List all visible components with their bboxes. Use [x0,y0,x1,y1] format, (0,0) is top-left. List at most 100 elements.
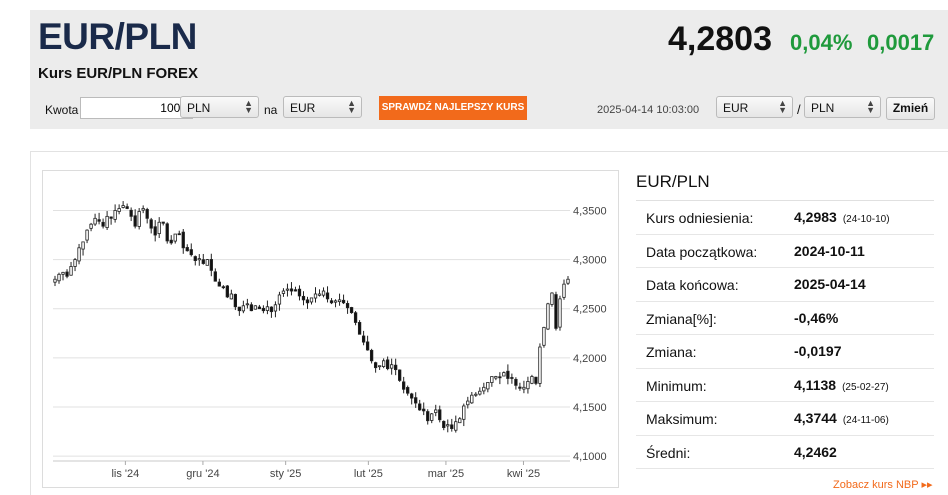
candle-body [133,215,137,227]
candle-body [430,413,434,421]
candle-body [113,210,117,220]
candle-body [69,266,73,276]
candle-body [177,233,181,236]
to-currency-select[interactable]: EUR ▲ ▼ [283,96,362,118]
candle-body [77,247,81,262]
stats-label: Minimum: [646,377,707,394]
candle-body [325,292,330,300]
y-tick-label: 4,1000 [573,451,607,463]
stats-value-text: 2024-10-11 [794,242,865,259]
candle-body [390,364,394,369]
x-tick-label: mar '25 [428,468,464,480]
candle-body [81,241,85,250]
stats-note: (25-02-27) [842,381,889,393]
x-tick-label: sty '25 [270,468,301,480]
candle-body [273,304,278,312]
candle-body [538,346,542,384]
candle-body [137,211,141,227]
candle-body [373,362,378,369]
amount-input[interactable] [80,97,193,119]
from-currency-select[interactable]: PLN ▲ ▼ [180,96,259,118]
candle-body [237,306,242,312]
candle-body [209,259,213,271]
candle-body [510,377,514,379]
nbp-rate-link[interactable]: Zobacz kurs NBP ▸▸ [833,478,933,491]
stats-row: Maksimum: 4,3744 (24-11-06) [636,402,934,436]
pair-from-value: EUR [723,101,749,115]
candle-body [153,226,157,236]
candle-body [442,420,446,428]
candle-body [490,376,494,383]
stats-row: Minimum: 4,1138 (25-02-27) [636,369,934,402]
candle-body [93,217,97,225]
candle-body [61,271,65,275]
stats-title: EUR/PLN [636,172,710,191]
pair-to-value: PLN [811,101,835,115]
candle-body [241,305,246,312]
candle-body [73,259,77,267]
candle-body [193,256,197,261]
candle-body [377,365,382,368]
check-best-rate-button[interactable]: SPRAWDŹ NAJLEPSZY KURS [379,96,527,120]
candle-body [454,421,458,431]
stats-label: Średni: [646,444,691,461]
candle-body [410,393,414,399]
nbp-link-label: Zobacz kurs NBP [833,479,919,491]
pair-title: EUR/PLN [38,16,197,57]
candle-body [85,229,89,241]
candle-body [225,285,229,298]
chart-panel [30,151,948,495]
price-chart[interactable]: 4,3500 4,3000 4,2500 4,2000 4,1500 4,1000 lis … [42,170,619,488]
candle-body [426,411,430,422]
stats-label: Zmiana[%]: [646,310,717,327]
y-tick-label: 4,3000 [573,255,607,267]
stats-value-text: 4,2462 [794,443,837,460]
candle-body [402,381,406,390]
candle-body [534,376,538,384]
candle-body [297,288,302,297]
stats-value: -0,0197 [794,343,847,359]
candle-body [462,405,466,420]
candle-body [253,305,258,310]
candle-body [121,205,125,208]
candle-body [309,297,314,303]
candle-body [217,281,221,287]
candle-body [414,397,418,404]
candle-body [305,299,310,304]
candle-body [289,288,294,292]
stats-value-text: 4,2983 [794,209,837,225]
candle-body [418,403,422,411]
candle-body [329,300,334,304]
candle-body [386,359,390,370]
amount-label: Kwota [45,103,79,117]
candle-body [197,258,201,261]
candle-body [341,299,346,304]
candle-body [530,376,534,384]
stats-value: 2025-04-14 [794,276,872,292]
candle-body [181,231,185,249]
candle-body [353,312,358,323]
pair-from-select[interactable]: EUR ▲ ▼ [716,96,793,118]
candle-body [514,378,518,386]
candle-body [474,393,478,396]
candle-body [349,307,354,314]
candle-body [542,326,546,346]
y-tick-label: 4,1500 [573,402,607,414]
select-arrows-icon: ▲ ▼ [244,98,253,115]
candle-body [526,381,530,390]
candle-body [394,364,398,371]
change-pair-button[interactable]: Zmień [886,97,935,120]
candle-body [458,418,462,424]
stats-label: Zmiana: [646,344,697,360]
candle-body [229,293,233,300]
candle-body [165,223,169,242]
candle-body [117,208,121,212]
stats-value: 4,2462 [794,444,843,460]
candle-body [101,221,105,227]
x-tick-label: lis '24 [111,468,139,480]
candle-body [157,221,161,235]
stats-row: Data początkowa: 2024-10-11 [636,235,934,268]
pair-to-select[interactable]: PLN ▲ ▼ [804,96,881,118]
candle-body [562,283,566,298]
stats-note: (24-10-10) [842,214,890,225]
